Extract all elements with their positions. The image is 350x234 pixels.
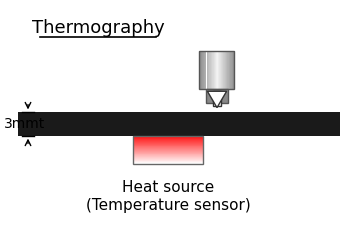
Bar — [133, 151, 203, 152]
Bar — [133, 148, 203, 149]
Bar — [133, 150, 203, 151]
Bar — [233, 51, 234, 89]
Bar — [232, 51, 233, 89]
Bar — [227, 51, 228, 89]
Text: 3mmt: 3mmt — [4, 117, 45, 131]
Text: Heat source
(Temperature sensor): Heat source (Temperature sensor) — [86, 180, 250, 213]
Bar — [133, 163, 203, 164]
Bar — [133, 142, 203, 143]
Bar — [133, 154, 203, 155]
Bar — [202, 51, 203, 89]
Bar — [221, 51, 222, 89]
Bar — [220, 51, 221, 89]
Bar — [215, 51, 216, 89]
Bar — [224, 51, 225, 89]
Bar — [216, 51, 217, 89]
Bar — [201, 51, 202, 89]
Bar — [133, 158, 203, 159]
Bar — [133, 152, 203, 153]
Bar — [133, 145, 203, 146]
Bar — [206, 89, 229, 103]
Bar — [207, 51, 208, 89]
Bar — [133, 144, 203, 145]
Bar — [208, 51, 209, 89]
Bar — [206, 51, 207, 89]
Bar — [133, 149, 203, 150]
Bar — [133, 157, 203, 158]
Bar — [219, 51, 220, 89]
Bar — [205, 51, 206, 89]
Bar — [133, 140, 203, 141]
Bar — [199, 51, 200, 89]
Bar — [133, 153, 203, 154]
Bar — [203, 51, 204, 89]
Bar — [209, 51, 210, 89]
Bar — [210, 51, 211, 89]
Bar — [226, 51, 227, 89]
Bar — [133, 136, 203, 137]
Bar — [211, 51, 212, 89]
Bar — [225, 51, 226, 89]
Bar — [133, 159, 203, 160]
Bar — [213, 91, 221, 106]
Bar — [223, 51, 224, 89]
Bar — [133, 139, 203, 140]
Bar — [133, 146, 203, 147]
Bar — [228, 51, 229, 89]
Bar — [212, 51, 213, 89]
Bar — [214, 51, 215, 89]
Bar — [133, 147, 203, 148]
Bar — [133, 162, 203, 163]
Bar — [200, 51, 201, 89]
Bar — [204, 51, 205, 89]
Bar — [230, 51, 231, 89]
Bar — [218, 51, 219, 89]
Bar — [217, 51, 218, 89]
Bar — [133, 160, 203, 161]
Bar — [18, 112, 340, 136]
Bar — [133, 156, 203, 157]
Bar — [133, 143, 203, 144]
Polygon shape — [207, 91, 227, 108]
Bar — [133, 136, 203, 164]
Bar — [133, 155, 203, 156]
Bar — [133, 136, 203, 164]
Bar — [133, 137, 203, 138]
Bar — [199, 51, 234, 89]
Bar — [222, 51, 223, 89]
Bar — [133, 161, 203, 162]
Bar — [229, 51, 230, 89]
Bar — [231, 51, 232, 89]
Bar — [133, 141, 203, 142]
Text: Thermography: Thermography — [32, 19, 164, 37]
Bar — [133, 138, 203, 139]
